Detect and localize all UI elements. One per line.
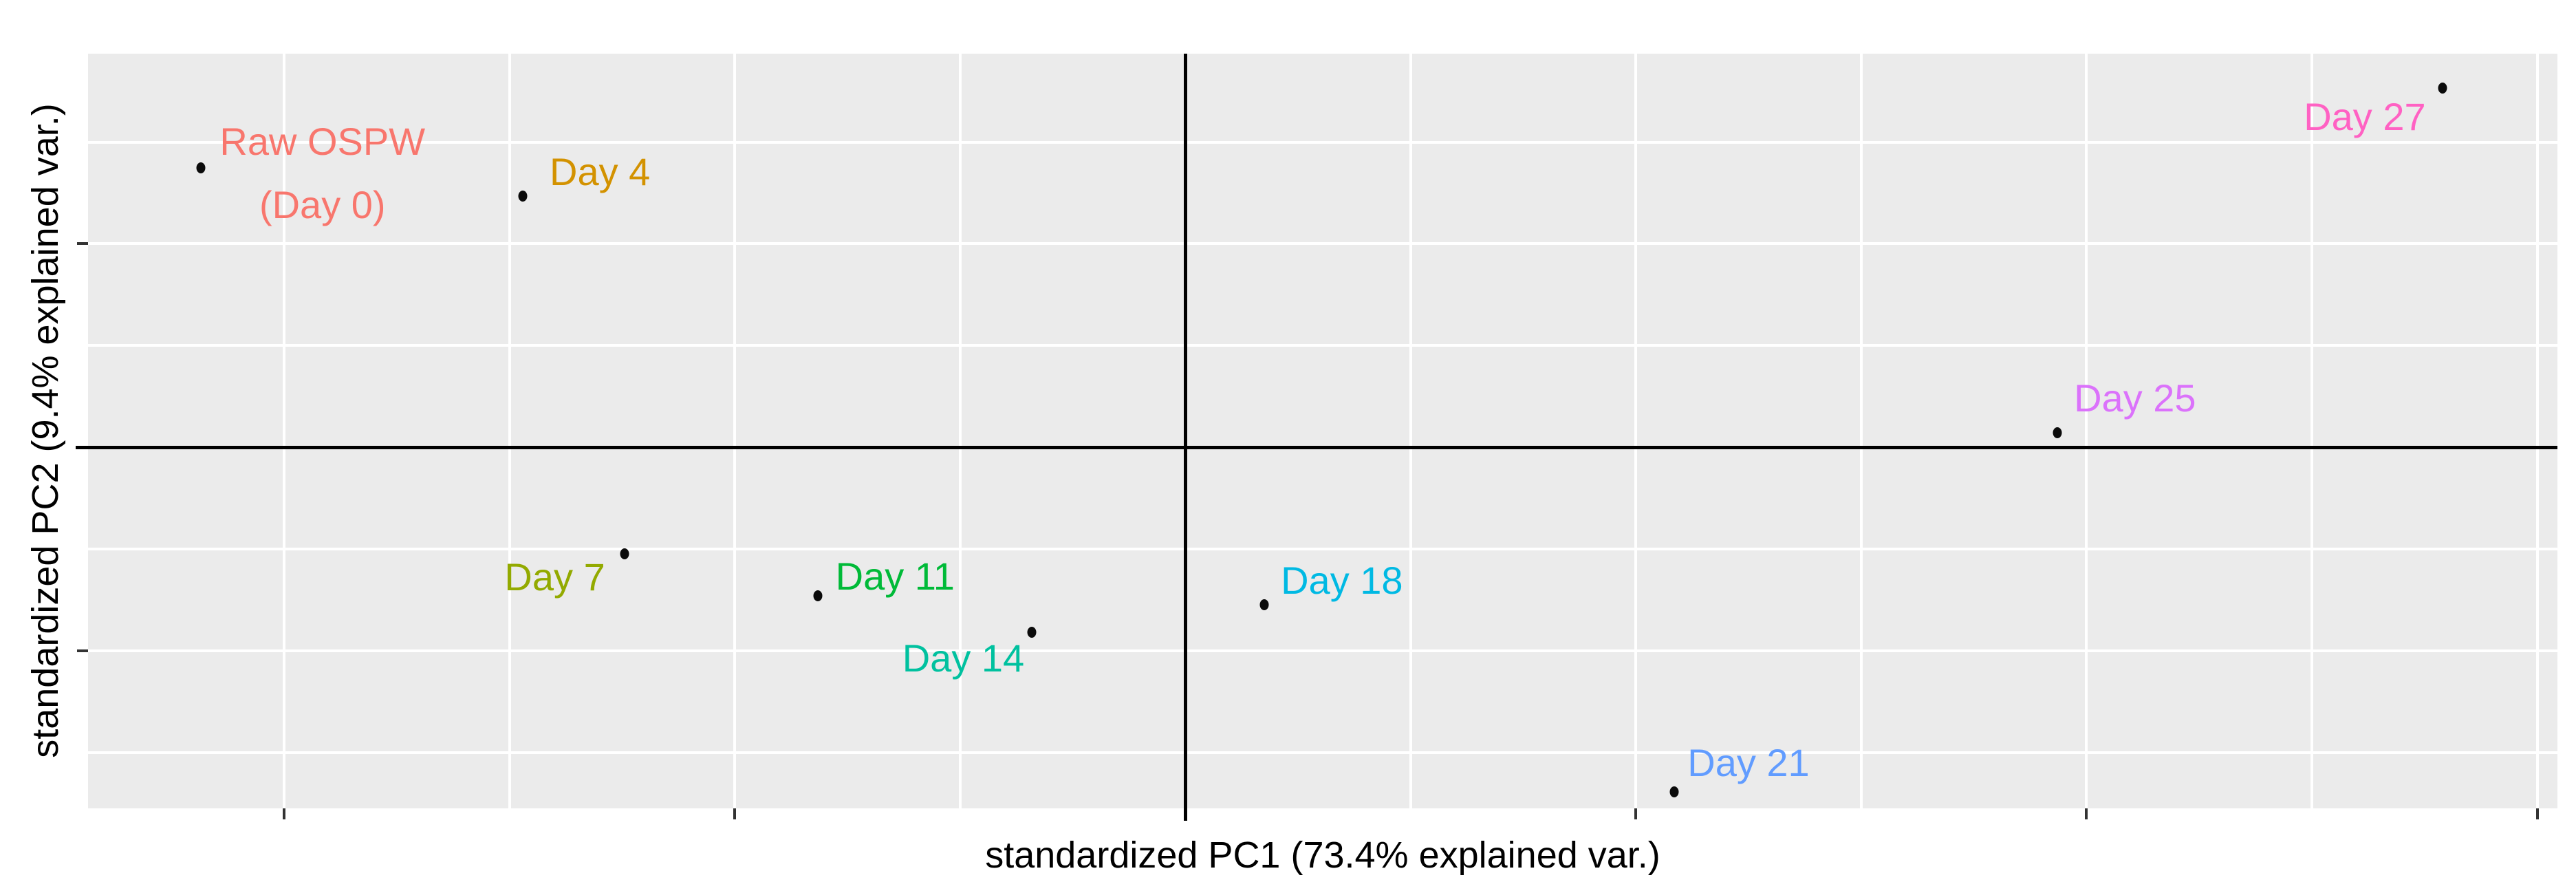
plot-panel: Raw OSPW (Day 0) Day 4 Day 7 Day 11 Day 14 Day… [76,54,2557,821]
horizontal-gridline [88,751,2557,754]
data-point [1669,786,1679,798]
point-label: Day 7 [504,555,605,599]
vertical-gridline [1859,54,1863,808]
vertical-gridline [2535,54,2539,808]
horizontal-gridline [88,344,2557,347]
y-origin-axis-line [1183,54,1187,821]
data-point [2438,83,2447,94]
vertical-gridline [733,54,737,808]
horizontal-gridline [88,649,2557,652]
point-label: Day 14 [902,636,1025,680]
vertical-gridline [508,54,511,808]
point-label: Day 11 [835,555,955,598]
horizontal-gridline [88,140,2557,144]
x-axis-tick [282,808,285,819]
horizontal-gridline [88,242,2557,246]
x-axis-tick [2085,808,2088,819]
data-point [2053,427,2062,439]
x-axis-title: standardized PC1 (73.4% explained var.) [985,835,1660,876]
x-origin-axis-line [76,445,2557,449]
vertical-gridline [2310,54,2313,808]
point-label: Day 25 [2074,376,2196,420]
point-label: Day 18 [1281,559,1403,603]
vertical-gridline [1409,54,1412,808]
vertical-gridline [958,54,962,808]
point-label: Day 21 [1687,741,1810,785]
data-point [813,590,823,601]
vertical-gridline [2085,54,2088,808]
x-axis-tick [733,808,737,819]
data-point [1259,599,1269,611]
data-point [196,162,206,173]
y-axis-tick [77,242,88,246]
data-point [518,190,528,202]
point-label: Day 4 [550,149,651,193]
point-label: Day 27 [2304,95,2426,139]
vertical-gridline [1634,54,1638,808]
y-axis-tick [77,649,88,652]
data-point [1027,627,1037,638]
x-axis-tick [1634,808,1638,819]
x-axis-tick [2535,808,2539,819]
y-axis-title: standardized PC2 (9.4% explained var.) [25,103,66,758]
vertical-gridline [282,54,285,808]
data-point [620,548,629,560]
horizontal-gridline [88,547,2557,550]
point-label: Raw OSPW (Day 0) [219,119,426,226]
